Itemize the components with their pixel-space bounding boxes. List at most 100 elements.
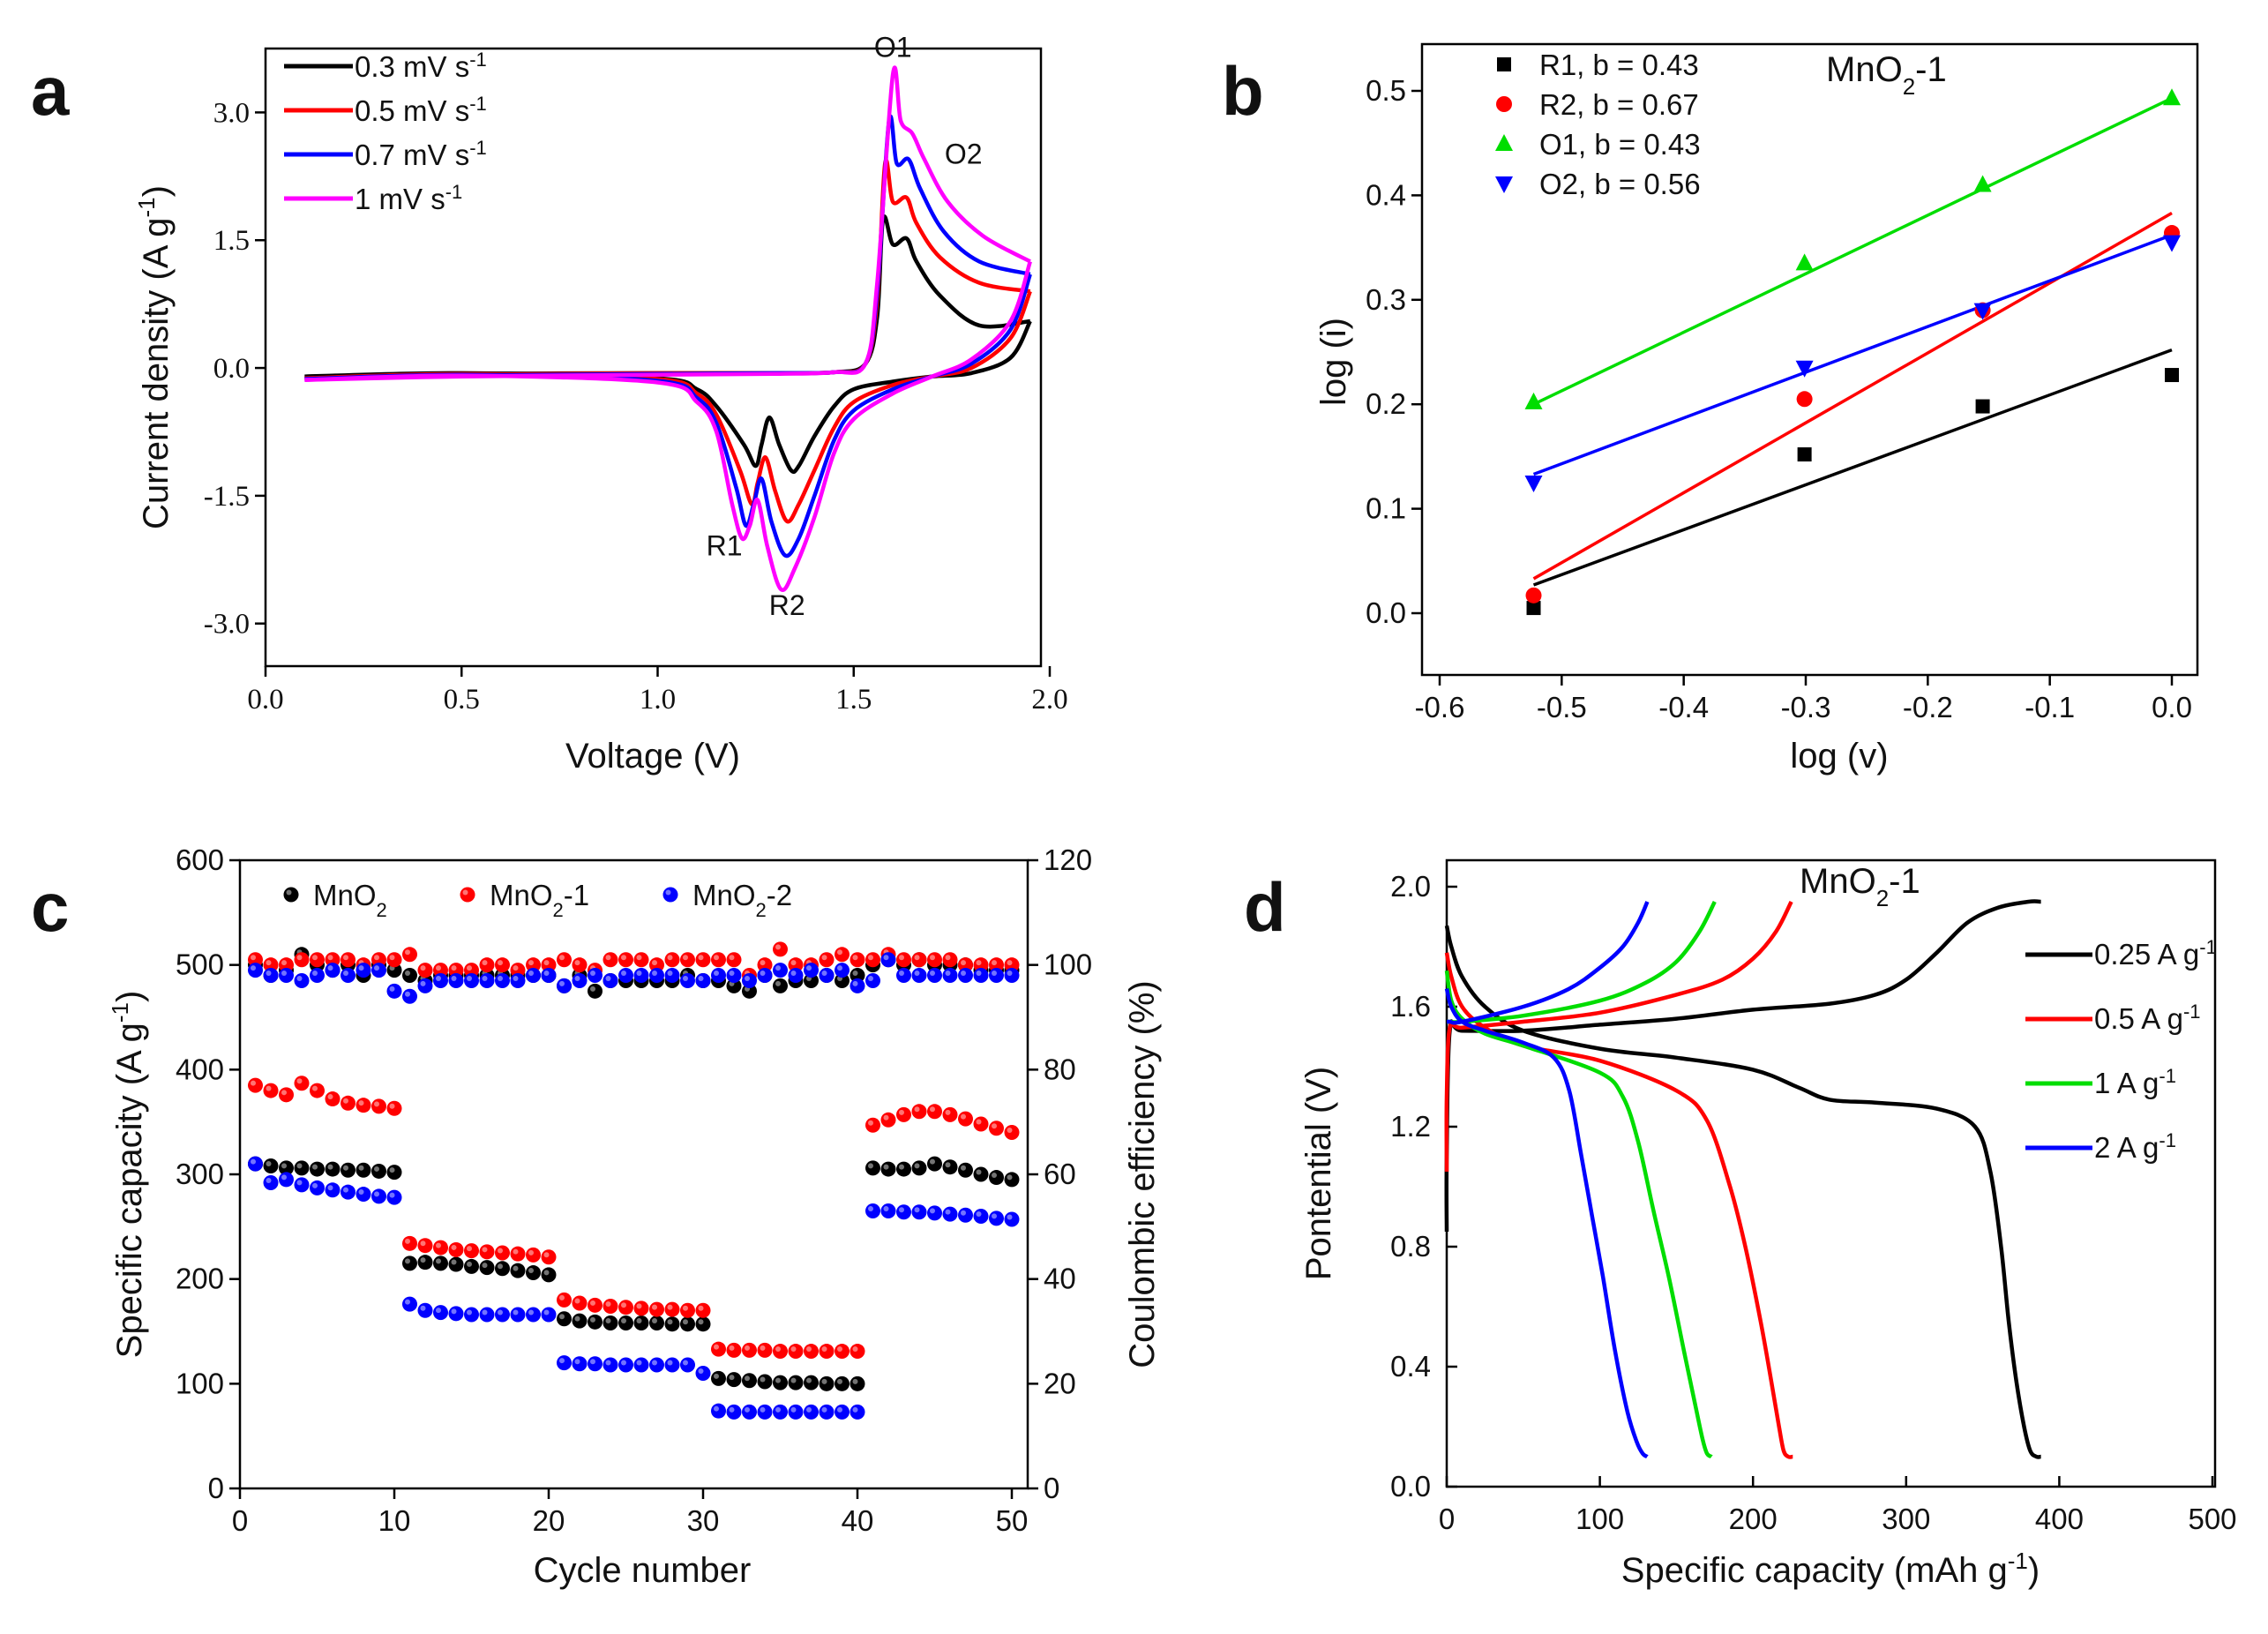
panel-c-capacity-point-0-shine: [281, 1163, 287, 1169]
panel-c-efficiency-point-0: [726, 978, 742, 993]
panel-c-efficiency-point-1: [958, 957, 973, 973]
panel-c-capacity-point-2-shine: [389, 1192, 395, 1198]
panel-c-capacity-point-0-shine: [358, 1165, 364, 1171]
panel-c-capacity-point-2: [557, 1355, 572, 1371]
panel-b-point-0: [2165, 368, 2179, 383]
panel-c-efficiency-point-2: [911, 968, 927, 984]
panel-letter-c: c: [31, 868, 69, 946]
panel-c-efficiency-point-1-shine: [389, 955, 395, 961]
panel-c-capacity-point-2: [479, 1307, 495, 1323]
panel-c-capacity-point-1: [526, 1247, 541, 1263]
panel-d-ytick-label: 1.6: [1390, 990, 1431, 1023]
panel-a-curve-reduction-0: [304, 319, 1032, 475]
panel-b-xlabel: log (v): [1790, 737, 1888, 776]
panel-c-capacity-point-1: [664, 1301, 680, 1317]
panel-c-capacity-point-0: [618, 1315, 633, 1331]
panel-c-capacity-point-1-shine: [806, 1346, 812, 1353]
panel-c-capacity-point-1-shine: [790, 1346, 797, 1353]
panel-c-capacity-point-1-shine: [358, 1100, 364, 1106]
panel-c-capacity-point-0-shine: [498, 1263, 503, 1270]
panel-c-efficiency-point-1-shine: [899, 955, 904, 961]
panel-c-efficiency-point-2-shine: [590, 971, 595, 977]
panel-c-capacity-point-1-shine: [528, 1249, 534, 1255]
panel-c-efficiency-point-0: [588, 983, 603, 999]
panel-c-capacity-point-1: [649, 1301, 664, 1317]
panel-c-efficiency-point-0-shine: [405, 971, 410, 977]
panel-b-point-2: [1795, 253, 1814, 271]
panel-c-efficiency-point-1: [664, 952, 680, 968]
panel-c-capacity-point-2-shine: [482, 1309, 488, 1315]
panel-c-ytick-label: 0: [208, 1472, 224, 1504]
panel-d-ytick-label: 0.8: [1390, 1230, 1431, 1263]
panel-c-efficiency-point-2: [417, 978, 433, 993]
panel-c-efficiency-point-2-shine: [1007, 971, 1013, 977]
panel-c-xtick-label: 10: [378, 1504, 411, 1537]
panel-c-capacity-point-1: [402, 1235, 417, 1251]
panel-c-capacity-point-1-shine: [636, 1303, 642, 1309]
panel-c-capacity-point-0: [711, 1370, 726, 1386]
panel-c-capacity-point-0-shine: [467, 1261, 472, 1267]
panel-c-capacity-point-2-shine: [374, 1191, 379, 1197]
panel-c-capacity-point-2-shine: [621, 1360, 626, 1366]
panel-d-xtick-label: 100: [1576, 1503, 1624, 1535]
panel-c-capacity-point-0-shine: [266, 1161, 272, 1167]
panel-d-ytick-label: 0.4: [1390, 1350, 1431, 1383]
panel-d-xlabel: Specific capacity (mAh g-1): [1621, 1548, 2040, 1590]
panel-c-efficiency-point-1: [526, 957, 541, 973]
panel-c-efficiency-point-2: [510, 972, 526, 988]
panel-c-capacity-point-2: [850, 1404, 865, 1420]
panel-c-efficiency-point-2-shine: [543, 971, 550, 977]
panel-c-efficiency-point-0-shine: [590, 986, 595, 992]
panel-a-ytick-label: -3.0: [204, 609, 250, 641]
panel-d: d 0 100 200 300 400 500 0.0 0.4 0.8 1.2 1.6 2.0 0.2…: [1244, 858, 2237, 1590]
panel-c-efficiency-point-1: [896, 952, 911, 968]
panel-c-capacity-point-0: [510, 1263, 526, 1278]
panel-c-efficiency-point-0: [402, 968, 417, 984]
panel-c-capacity-point-0: [572, 1313, 588, 1329]
panel-b-point-3: [1524, 476, 1543, 492]
panel-c-legend-marker-shine: [462, 889, 468, 896]
panel-d-legend-label: 2 A g-1: [2094, 1129, 2176, 1165]
panel-c-capacity-point-1: [572, 1295, 588, 1311]
panel-c-ylabel: Specific capacity (A g-1): [107, 991, 149, 1359]
panel-c-y2tick-label: 20: [1044, 1367, 1076, 1399]
panel-c-capacity-point-0: [588, 1314, 603, 1330]
panel-c-efficiency-point-1: [695, 952, 711, 968]
panel-c-capacity-point-2: [541, 1307, 557, 1323]
panel-c-capacity-point-0: [433, 1255, 448, 1271]
panel-c-capacity-point-2-shine: [883, 1206, 889, 1212]
panel-c-capacity-point-0-shine: [930, 1158, 935, 1165]
panel-c-capacity-point-1-shine: [852, 1346, 858, 1353]
panel-c-capacity-point-1: [742, 1342, 757, 1358]
panel-c-efficiency-point-1-shine: [420, 965, 426, 971]
panel-c-capacity-point-1-shine: [992, 1123, 997, 1129]
panel-c-capacity-point-1: [356, 1098, 371, 1113]
panel-c-efficiency-point-2: [310, 968, 325, 984]
panel-c-capacity-point-0-shine: [806, 1377, 812, 1383]
panel-d-xtick-label: 500: [2188, 1503, 2236, 1535]
panel-c-capacity-point-2: [433, 1305, 448, 1321]
panel-c-efficiency-point-1-shine: [451, 965, 457, 971]
panel-c-capacity-point-2: [835, 1404, 850, 1420]
panel-c-efficiency-point-1-shine: [667, 955, 673, 961]
panel-c-capacity-point-1: [835, 1344, 850, 1360]
panel-c-capacity-point-2-shine: [559, 1358, 565, 1364]
panel-c-efficiency-point-1-shine: [868, 955, 873, 961]
panel-c-efficiency-point-1: [835, 947, 850, 963]
panel-c-capacity-point-0: [633, 1315, 649, 1331]
panel-c-capacity-point-2: [402, 1296, 417, 1312]
panel-c-efficiency-point-2-shine: [714, 971, 719, 977]
panel-c-capacity-point-2-shine: [312, 1182, 318, 1188]
panel-c-capacity-point-1-shine: [621, 1302, 626, 1308]
panel-b-legend-label: R2, b = 0.67: [1539, 88, 1699, 121]
panel-c-efficiency-point-1-shine: [467, 965, 472, 971]
panel-c-capacity-point-0: [557, 1311, 572, 1327]
panel-b-legend-label: O2, b = 0.56: [1539, 168, 1701, 200]
panel-c-capacity-point-0-shine: [714, 1373, 719, 1379]
panel-c-capacity-point-2-shine: [745, 1406, 750, 1413]
panel-c-capacity-point-2-shine: [790, 1406, 797, 1413]
panel-c-efficiency-point-1: [371, 952, 386, 968]
panel-c-capacity-point-1-shine: [574, 1298, 580, 1304]
panel-d-discharge-curve-0: [1444, 925, 2041, 1459]
panel-c-capacity-point-0-shine: [976, 1169, 982, 1175]
